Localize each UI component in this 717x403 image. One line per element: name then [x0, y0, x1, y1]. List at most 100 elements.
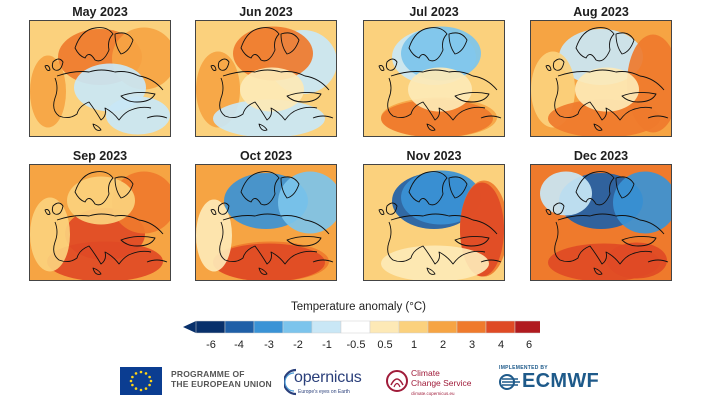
map-frame — [195, 164, 337, 281]
color-scale: -6 -4 -3 -2 -1 -0.5 0.5 1 2 3 4 6 — [180, 319, 540, 359]
coastline — [240, 27, 280, 62]
c3s-logo-icon — [386, 370, 408, 392]
coastline — [51, 202, 64, 215]
anomaly-map — [530, 164, 672, 281]
coastline — [390, 213, 498, 235]
coastline — [53, 221, 152, 265]
coastline — [621, 91, 657, 103]
anomaly-region — [408, 67, 472, 112]
coastline — [554, 221, 653, 265]
coastline — [647, 115, 669, 119]
ecmwf-label: ECMWF — [522, 370, 600, 392]
map-frame — [363, 20, 505, 137]
coastline — [615, 176, 635, 199]
anomaly-region — [30, 197, 70, 272]
coastline — [448, 32, 468, 55]
scale-bin — [514, 320, 540, 334]
coastline — [146, 115, 168, 119]
anomaly-map — [29, 164, 171, 281]
anomaly-region — [196, 199, 232, 272]
tick-label: -6 — [206, 339, 216, 351]
coastline — [44, 65, 51, 71]
coastline — [219, 221, 318, 265]
tick-label: 4 — [497, 339, 505, 351]
map-panel-dec-2023: Dec 2023 — [526, 148, 676, 281]
tick-label: -1 — [322, 339, 332, 351]
map-panel-may-2023: May 2023 — [25, 4, 175, 137]
copernicus-tagline: Europe's eyes on Earth — [298, 389, 350, 395]
scale-bin — [340, 320, 371, 334]
coastline — [557, 213, 665, 235]
coastline — [114, 176, 134, 199]
coastline — [621, 235, 657, 247]
coastline — [312, 115, 334, 119]
anomaly-map — [195, 20, 337, 137]
scale-bin — [369, 320, 400, 334]
color-scale-bar — [183, 320, 540, 334]
coastline — [210, 209, 217, 215]
coastline — [219, 77, 318, 121]
scale-bin — [427, 320, 458, 334]
map-panel-nov-2023: Nov 2023 — [359, 148, 509, 281]
coastline — [280, 32, 300, 55]
scale-bin — [195, 320, 226, 334]
coastline — [286, 91, 322, 103]
panel-title: Dec 2023 — [573, 149, 629, 163]
coastline — [217, 58, 230, 71]
eu-flag-icon — [120, 367, 162, 395]
coastline — [222, 213, 330, 235]
coastline — [51, 58, 64, 71]
coastline — [480, 115, 502, 119]
anomaly-region — [106, 96, 170, 135]
coastline — [240, 171, 280, 206]
map-frame — [530, 164, 672, 281]
coastline — [387, 77, 486, 121]
map-panel-sep-2023: Sep 2023 — [25, 148, 175, 281]
scale-bin — [253, 320, 284, 334]
map-frame — [530, 20, 672, 137]
copernicus-label: opernicus — [294, 369, 362, 386]
anomaly-region — [47, 241, 163, 281]
map-frame — [29, 164, 171, 281]
tick-label: -3 — [264, 339, 274, 351]
coastline — [280, 176, 300, 199]
anomaly-region — [613, 171, 672, 234]
coastline — [92, 267, 102, 275]
coastline — [146, 259, 168, 263]
coastline — [210, 65, 217, 71]
c3s-tagline: climate.copernicus.eu — [411, 391, 455, 396]
tick-label: 2 — [439, 339, 447, 351]
coastline — [56, 213, 164, 235]
coastline — [552, 58, 565, 71]
map-panel-aug-2023: Aug 2023 — [526, 4, 676, 137]
coastline — [222, 69, 330, 91]
coastline — [385, 58, 398, 71]
coastline — [74, 27, 114, 62]
anomaly-map — [363, 20, 505, 137]
anomaly-region — [540, 171, 592, 216]
coastline — [593, 123, 603, 131]
coastline — [258, 267, 268, 275]
coastline — [480, 259, 502, 263]
anomaly-region — [30, 55, 66, 128]
map-panel-oct-2023: Oct 2023 — [191, 148, 341, 281]
anomaly-region — [240, 67, 304, 112]
coastline — [448, 176, 468, 199]
coastline — [554, 77, 653, 121]
anomaly-region — [278, 171, 337, 234]
coastline — [454, 91, 490, 103]
panel-title: Oct 2023 — [239, 149, 293, 163]
coastline — [408, 171, 448, 206]
anomaly-region — [575, 67, 639, 112]
coastline — [545, 65, 552, 71]
coastline — [387, 221, 486, 265]
tick-label: 3 — [468, 339, 476, 351]
tick-label: -4 — [234, 339, 244, 351]
panel-title: Aug 2023 — [573, 5, 629, 19]
map-frame — [195, 20, 337, 137]
panel-title: Sep 2023 — [72, 149, 128, 163]
coastline — [575, 171, 615, 206]
coastline — [92, 123, 102, 131]
anomaly-map — [363, 164, 505, 281]
coastline — [74, 171, 114, 206]
